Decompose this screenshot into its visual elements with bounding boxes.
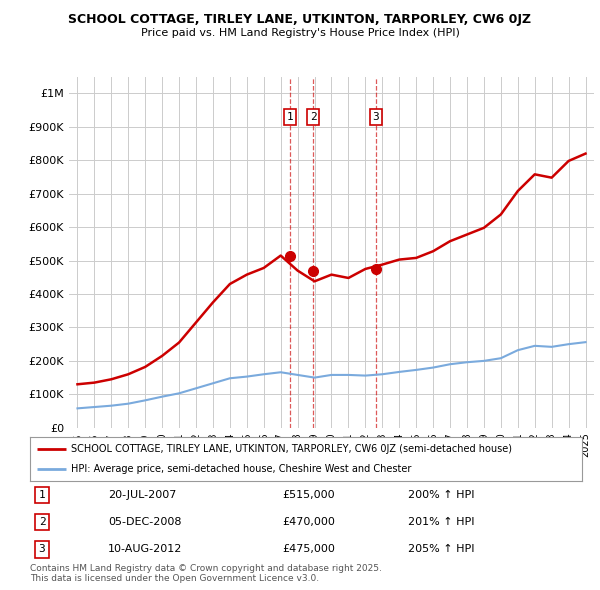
Text: £470,000: £470,000 <box>282 517 335 527</box>
Text: SCHOOL COTTAGE, TIRLEY LANE, UTKINTON, TARPORLEY, CW6 0JZ: SCHOOL COTTAGE, TIRLEY LANE, UTKINTON, T… <box>68 13 532 26</box>
Text: Price paid vs. HM Land Registry's House Price Index (HPI): Price paid vs. HM Land Registry's House … <box>140 28 460 38</box>
Text: 3: 3 <box>38 545 46 554</box>
Text: 2: 2 <box>38 517 46 527</box>
Text: SCHOOL COTTAGE, TIRLEY LANE, UTKINTON, TARPORLEY, CW6 0JZ (semi-detached house): SCHOOL COTTAGE, TIRLEY LANE, UTKINTON, T… <box>71 444 512 454</box>
Text: 20-JUL-2007: 20-JUL-2007 <box>108 490 176 500</box>
Text: 10-AUG-2012: 10-AUG-2012 <box>108 545 182 554</box>
Text: HPI: Average price, semi-detached house, Cheshire West and Chester: HPI: Average price, semi-detached house,… <box>71 464 412 474</box>
Text: £475,000: £475,000 <box>282 545 335 554</box>
Text: 1: 1 <box>38 490 46 500</box>
Text: 2: 2 <box>310 112 317 122</box>
Text: 200% ↑ HPI: 200% ↑ HPI <box>408 490 475 500</box>
Text: 05-DEC-2008: 05-DEC-2008 <box>108 517 182 527</box>
Text: Contains HM Land Registry data © Crown copyright and database right 2025.
This d: Contains HM Land Registry data © Crown c… <box>30 563 382 583</box>
Text: 205% ↑ HPI: 205% ↑ HPI <box>408 545 475 554</box>
Text: 201% ↑ HPI: 201% ↑ HPI <box>408 517 475 527</box>
Text: £515,000: £515,000 <box>282 490 335 500</box>
Text: 3: 3 <box>373 112 379 122</box>
Text: 1: 1 <box>287 112 293 122</box>
